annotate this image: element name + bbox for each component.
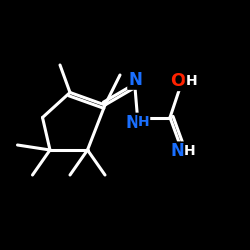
Text: N: N [170,142,184,160]
Text: H: H [186,74,197,88]
Text: H: H [138,116,149,130]
Text: N: N [128,71,142,89]
Text: O: O [170,72,185,90]
Text: N: N [126,114,140,132]
Text: H: H [184,144,196,158]
